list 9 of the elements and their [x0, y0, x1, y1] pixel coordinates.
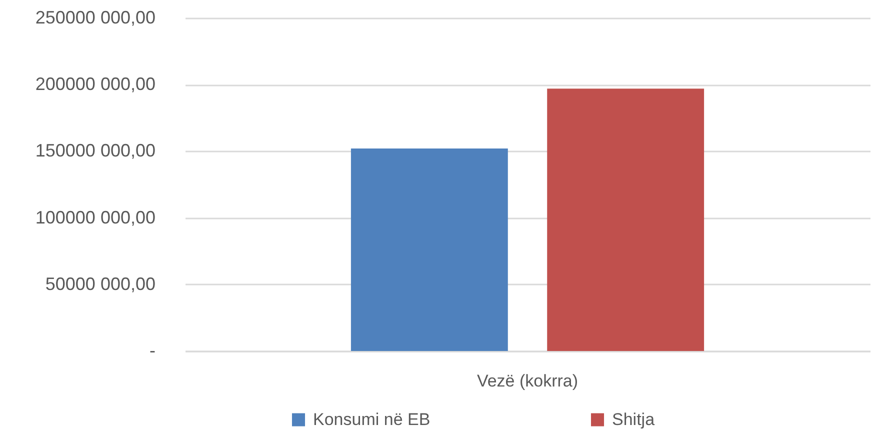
y-tick-label: 200000 000,00 [35, 74, 156, 94]
y-tick-label: - [150, 340, 156, 360]
y-tick-label: 100000 000,00 [35, 207, 156, 228]
x-tick-label: Vezë (kokrra) [476, 372, 578, 390]
y-tick-label: 50000 000,00 [45, 274, 156, 294]
legend-label: Konsumi në EB [313, 410, 430, 429]
legend-label: Shitja [612, 410, 656, 429]
y-tick-label: 150000 000,00 [35, 140, 156, 161]
y-tick-label: 250000 000,00 [35, 8, 156, 28]
